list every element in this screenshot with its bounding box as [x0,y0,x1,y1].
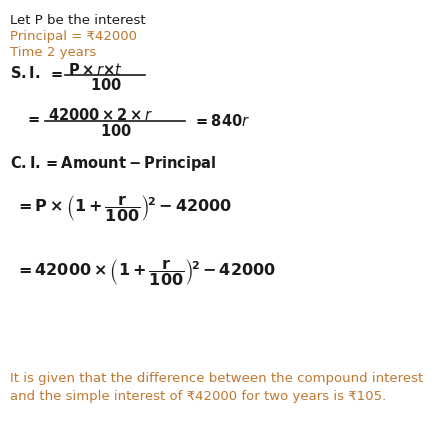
Text: $\mathbf{42000 \times 2 \times \mathit{r}}$: $\mathbf{42000 \times 2 \times \mathit{r… [48,107,154,123]
Text: $\mathbf{100}$: $\mathbf{100}$ [100,123,132,139]
Text: $\mathbf{= 42000 \times \left(1 + \dfrac{r}{100}\right)^{\!2} - 42000}$: $\mathbf{= 42000 \times \left(1 + \dfrac… [15,257,276,288]
Text: $\mathbf{= 840\mathit{r}}$: $\mathbf{= 840\mathit{r}}$ [193,113,250,129]
Text: $\mathbf{100}$: $\mathbf{100}$ [90,77,122,93]
Text: Time 2 years: Time 2 years [10,46,96,59]
Text: $\mathbf{S.I.}$: $\mathbf{S.I.}$ [10,65,40,81]
Text: $\mathbf{=}$: $\mathbf{=}$ [25,110,40,125]
Text: $\mathbf{=}$: $\mathbf{=}$ [48,65,63,80]
Text: It is given that the difference between the compound interest: It is given that the difference between … [10,372,423,385]
Text: Let P be the interest: Let P be the interest [10,14,146,27]
Text: and the simple interest of ₹42000 for two years is ₹105.: and the simple interest of ₹42000 for tw… [10,390,386,403]
Text: $\mathbf{P \times} \mathbf{\mathit{r}} \mathbf{\times} \mathbf{\mathit{t}}$: $\mathbf{P \times} \mathbf{\mathit{r}} \… [68,62,123,78]
Text: Principal = ₹42000: Principal = ₹42000 [10,30,137,43]
Text: $\mathbf{C.I. = Amount - Principal}$: $\mathbf{C.I. = Amount - Principal}$ [10,154,217,173]
Text: $\mathbf{= P \times \left(1 + \dfrac{r}{100}\right)^{\!2} - 42000}$: $\mathbf{= P \times \left(1 + \dfrac{r}{… [15,193,232,224]
